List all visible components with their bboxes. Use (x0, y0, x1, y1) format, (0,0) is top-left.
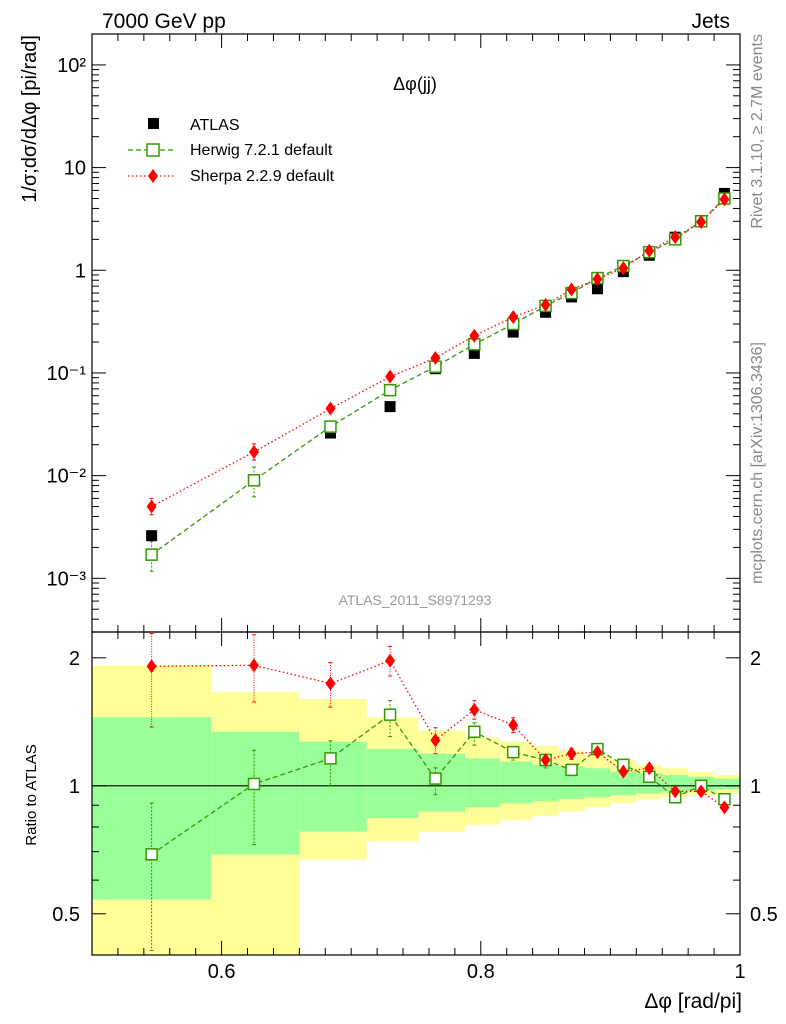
ratio-axes: 0.5 0.5 1 1 2 2 0.6 0.8 1 (52, 631, 778, 983)
atlas-point (146, 530, 158, 542)
inner-band-bin (584, 768, 611, 798)
sherpa-ratio-point (469, 702, 480, 717)
sherpa-point (644, 243, 655, 258)
atlas-point (324, 427, 336, 439)
sherpa-ratio-point (719, 800, 730, 815)
ratio-y-label: Ratio to ATLAS (23, 744, 40, 845)
sherpa-ratio-point (385, 653, 396, 668)
watermark: ATLAS_2011_S8971293 (339, 592, 492, 608)
sherpa-point (430, 350, 441, 365)
sherpa-ratio-point (670, 784, 681, 799)
sherpa-point (249, 444, 259, 459)
sherpa-point (540, 297, 551, 312)
herwig-point (383, 383, 397, 397)
ratio-y-tick-label: 0.5 (52, 904, 80, 926)
sherpa-ratio-point (325, 676, 336, 691)
inner-band-bin (532, 764, 559, 802)
sherpa-ratio-point (249, 658, 259, 673)
sherpa-point (508, 310, 519, 325)
ratio-y-tick-label-right: 0.5 (750, 904, 778, 926)
x-tick-label: 0.6 (208, 961, 236, 983)
herwig-point (324, 420, 337, 433)
herwig-ratio-point (506, 745, 520, 759)
sherpa-point (696, 215, 707, 230)
header-right: Jets (691, 10, 730, 33)
sherpa-point (566, 282, 577, 297)
inner-band-bin (636, 773, 663, 794)
atlas-point (540, 306, 552, 318)
sherpa-point (146, 499, 157, 514)
plot-title: Δφ(jj) (393, 74, 437, 94)
sherpa-ratio-point (540, 752, 551, 767)
ratio-uncertainty-bands (92, 665, 740, 955)
legend-label-herwig: Herwig 7.2.1 default (190, 142, 333, 159)
herwig-ratio-point (247, 777, 261, 791)
header-left: 7000 GeV pp (102, 10, 226, 33)
atlas-point (591, 283, 603, 295)
herwig-ratio-point (324, 752, 337, 765)
atlas-point (507, 326, 519, 338)
y-tick-label: 1 (75, 260, 86, 282)
ratio-y-tick-label: 2 (69, 648, 80, 670)
sherpa-point (592, 272, 603, 287)
ratio-frame (91, 631, 741, 956)
inner-band-bin (714, 778, 740, 790)
herwig-ratio-point (429, 772, 442, 785)
sherpa-point (670, 230, 681, 245)
atlas-point (468, 347, 480, 359)
sherpa-ratio-point (566, 746, 577, 761)
legend-marker-atlas (148, 118, 159, 129)
herwig-ratio-point (145, 848, 158, 861)
sherpa-ratio-point (618, 764, 629, 779)
herwig-point (145, 548, 158, 561)
sherpa-ratio-point (146, 659, 157, 674)
inner-band-bin (366, 749, 419, 818)
atlas-point (384, 401, 396, 413)
inner-band-bin (211, 731, 300, 855)
inner-band-bin (662, 775, 689, 792)
inner-band-bin (465, 758, 501, 808)
sherpa-point (325, 401, 336, 416)
sherpa-point (385, 369, 396, 384)
y-tick-label: 10 (64, 158, 86, 180)
x-tick-label: 0.8 (467, 961, 495, 983)
sherpa-ratio-point (696, 784, 707, 799)
x-axis-label: Δφ [rad/pi] (644, 990, 742, 1013)
mcplots-info: mcplots.cern.ch [arXiv:1306.3436] (749, 342, 766, 584)
inner-band-bin (610, 771, 637, 796)
sherpa-point (469, 328, 480, 343)
rivet-info: Rivet 3.1.10, ≥ 2.7M events (749, 34, 766, 229)
legend-label-sherpa: Sherpa 2.2.9 default (190, 168, 335, 185)
y-tick-label: 10⁻¹ (47, 363, 87, 385)
main-series (145, 187, 731, 572)
sherpa-ratio-point (508, 717, 519, 732)
ratio-y-tick-label-right: 2 (750, 648, 761, 670)
herwig-line (151, 198, 725, 556)
y-tick-label: 10² (57, 55, 86, 77)
herwig-ratio-point (565, 763, 578, 777)
ratio-y-tick-label-right: 1 (750, 776, 761, 798)
sherpa-ratio-point (592, 745, 603, 760)
sherpa-point (719, 192, 730, 207)
legend-label-atlas: ATLAS (190, 117, 240, 134)
legend-marker-sherpa (148, 169, 158, 183)
sherpa-ratio-point (644, 761, 655, 776)
legend-marker-herwig (146, 143, 160, 157)
ratio-y-tick-label: 1 (69, 776, 80, 798)
ratio-series (145, 633, 731, 951)
inner-band-bin (500, 761, 533, 804)
sherpa-ratio-point (430, 733, 441, 748)
sherpa-point (618, 261, 629, 276)
herwig-ratio-point (468, 725, 481, 739)
herwig-ratio-point (383, 708, 397, 721)
sherpa-line (151, 198, 725, 508)
x-tick-label: 1 (734, 961, 745, 983)
herwig-point (247, 474, 261, 487)
y-tick-label: 10⁻² (47, 466, 87, 488)
legend: ATLAS Herwig 7.2.1 default Sherpa 2.2.9 … (128, 117, 335, 185)
y-tick-label: 10⁻³ (47, 568, 87, 590)
y-axis-label: 1/σ;dσ/dΔφ [pi/rad] (19, 35, 41, 203)
inner-band-bin (418, 753, 466, 812)
